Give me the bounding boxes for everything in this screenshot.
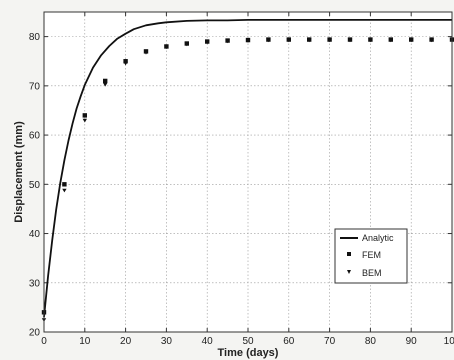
y-tick-label: 30 <box>29 278 41 289</box>
x-tick-label: 50 <box>242 336 254 347</box>
plot-frame <box>43 11 453 333</box>
point-bem <box>388 38 393 43</box>
series-line-analytic <box>43 19 452 318</box>
legend-label-analytic: Analytic <box>362 233 394 243</box>
point-bem <box>143 50 149 55</box>
legend-label-fem: FEM <box>362 250 381 260</box>
x-tick-label: 70 <box>324 336 336 347</box>
y-tick-label: 80 <box>29 32 41 43</box>
point-fem <box>82 113 87 118</box>
y-axis-label: Displacement (mm) <box>13 121 25 223</box>
point-bem <box>409 38 414 43</box>
point-bem <box>62 188 67 193</box>
x-tick-label: 0 <box>41 336 47 347</box>
x-tick-label: 20 <box>120 336 132 347</box>
point-bem <box>286 38 291 43</box>
point-bem <box>123 61 128 66</box>
x-tick-label: 10 <box>79 336 91 347</box>
y-tick-label: 40 <box>29 229 41 240</box>
legend-marker-fem <box>347 252 351 256</box>
x-axis-label: Time (days) <box>218 347 279 359</box>
point-bem <box>307 38 312 43</box>
point-bem <box>368 38 373 43</box>
point-bem <box>347 38 353 43</box>
legend: Analytic FEM BEM <box>334 228 408 284</box>
point-bem <box>429 38 434 43</box>
point-fem <box>103 78 108 84</box>
legend-marker-bem <box>347 270 351 274</box>
x-tick-label: 40 <box>202 336 214 347</box>
point-bem <box>225 39 230 44</box>
point-bem <box>245 39 251 43</box>
x-tick-label: 80 <box>365 336 377 347</box>
point-fem <box>62 182 67 187</box>
x-tick-label: 100 <box>444 336 454 347</box>
x-tick-label: 60 <box>283 336 295 347</box>
x-tick-label: 90 <box>406 336 418 347</box>
legend-label-bem: BEM <box>362 268 382 278</box>
point-bem <box>164 45 169 50</box>
y-tick-label: 50 <box>29 180 41 191</box>
tick-labels: 0 10 20 30 40 50 60 70 80 90 100 20 30 40 50 60 70 80 <box>29 32 454 347</box>
y-tick-label: 60 <box>29 131 41 142</box>
point-bem <box>327 38 332 43</box>
x-tick-label: 30 <box>161 336 173 347</box>
y-tick-label: 20 <box>29 328 41 339</box>
point-bem <box>184 42 189 47</box>
point-fem <box>123 59 128 64</box>
point-bem <box>103 82 108 87</box>
point-bem <box>266 38 271 43</box>
plot-area <box>44 12 452 332</box>
y-tick-label: 70 <box>29 81 41 92</box>
point-bem <box>82 118 87 123</box>
point-bem <box>205 40 210 45</box>
